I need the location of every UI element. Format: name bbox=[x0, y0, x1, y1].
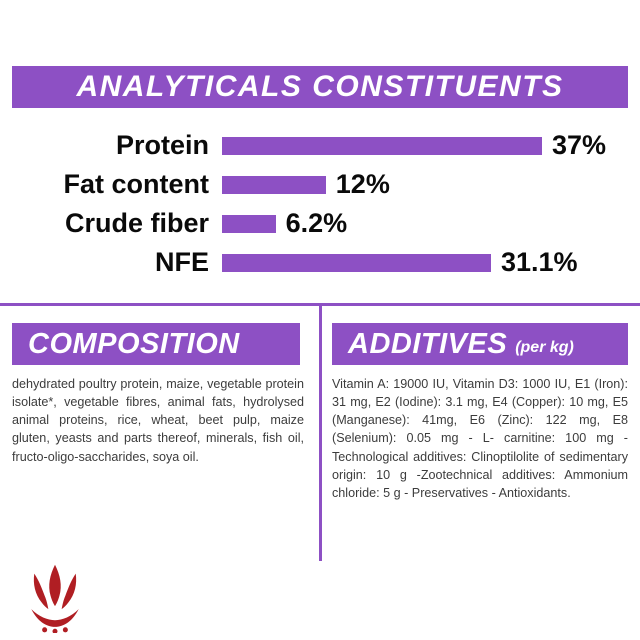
chart-label: Crude fiber bbox=[64, 208, 209, 238]
chart-bar bbox=[222, 253, 491, 272]
chart-bar bbox=[222, 175, 326, 194]
vertical-divider bbox=[319, 303, 322, 561]
analyticals-banner: ANALYTICALS CONSTITUENTS bbox=[12, 66, 628, 108]
analyticals-title: ANALYTICALS CONSTITUENTS bbox=[76, 70, 564, 103]
chart-value: 37% bbox=[552, 130, 607, 160]
chart-value: 6.2% bbox=[285, 208, 348, 238]
chart-bar bbox=[222, 136, 542, 155]
composition-title: COMPOSITION bbox=[28, 327, 240, 360]
chart-label: NFE bbox=[155, 247, 209, 277]
additives-title: ADDITIVES bbox=[348, 327, 508, 360]
chart-value: 31.1% bbox=[500, 247, 578, 277]
additives-unit-label: (per kg) bbox=[515, 339, 574, 356]
royal-canin-crown-logo-icon bbox=[18, 563, 92, 633]
chart-row-nfe: NFE 31.1% bbox=[0, 243, 640, 282]
chart-value: 12% bbox=[335, 169, 390, 199]
chart-row-protein: Protein 37% bbox=[0, 126, 640, 165]
chart-row-crude-fiber: Crude fiber 6.2% bbox=[0, 204, 640, 243]
chart-label: Fat content bbox=[63, 169, 210, 199]
additives-text: Vitamin A: 19000 IU, Vitamin D3: 1000 IU… bbox=[332, 377, 628, 500]
composition-banner: COMPOSITION bbox=[12, 323, 300, 365]
chart-label: Protein bbox=[115, 130, 209, 160]
composition-text: dehydrated poultry protein, maize, veget… bbox=[12, 377, 304, 464]
chart-bar bbox=[222, 214, 276, 233]
additives-banner: ADDITIVES (per kg) bbox=[332, 323, 628, 365]
chart-row-fat-content: Fat content 12% bbox=[0, 165, 640, 204]
analyticals-bar-chart: Protein 37% Fat content 12% Crude fiber … bbox=[0, 126, 640, 282]
